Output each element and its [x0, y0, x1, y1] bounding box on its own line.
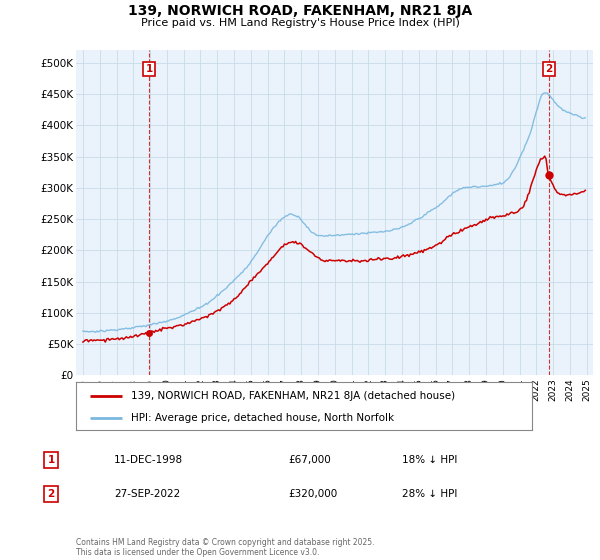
Text: 1: 1	[146, 64, 153, 74]
Text: HPI: Average price, detached house, North Norfolk: HPI: Average price, detached house, Nort…	[131, 413, 394, 423]
Text: 139, NORWICH ROAD, FAKENHAM, NR21 8JA (detached house): 139, NORWICH ROAD, FAKENHAM, NR21 8JA (d…	[131, 391, 455, 401]
Text: 11-DEC-1998: 11-DEC-1998	[114, 455, 183, 465]
Text: 27-SEP-2022: 27-SEP-2022	[114, 489, 180, 499]
Text: £67,000: £67,000	[288, 455, 331, 465]
Text: Price paid vs. HM Land Registry's House Price Index (HPI): Price paid vs. HM Land Registry's House …	[140, 18, 460, 28]
Text: 2: 2	[47, 489, 55, 499]
Text: Contains HM Land Registry data © Crown copyright and database right 2025.
This d: Contains HM Land Registry data © Crown c…	[76, 538, 374, 557]
Text: 2: 2	[545, 64, 553, 74]
Text: £320,000: £320,000	[288, 489, 337, 499]
Text: 139, NORWICH ROAD, FAKENHAM, NR21 8JA: 139, NORWICH ROAD, FAKENHAM, NR21 8JA	[128, 4, 472, 18]
Text: 1: 1	[47, 455, 55, 465]
Text: 28% ↓ HPI: 28% ↓ HPI	[402, 489, 457, 499]
Text: 18% ↓ HPI: 18% ↓ HPI	[402, 455, 457, 465]
